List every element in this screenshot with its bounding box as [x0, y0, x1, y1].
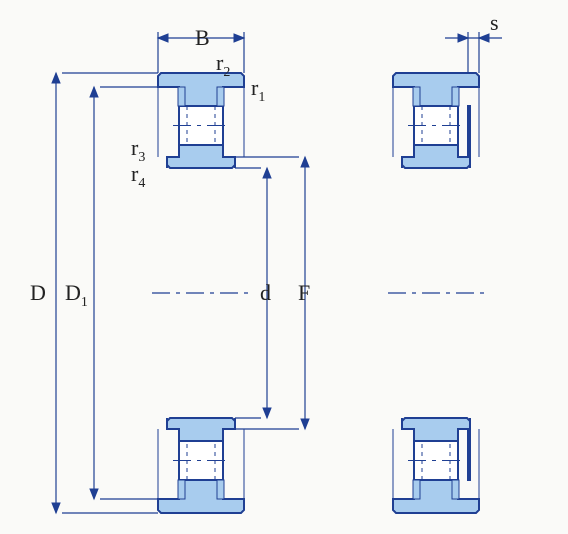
dim-label-s: s: [490, 10, 499, 35]
dim-label-D1: D1: [65, 280, 88, 310]
label-r1: r1: [251, 75, 265, 105]
dim-label-D1-sub: 1: [81, 295, 88, 310]
dim-label-D: D: [30, 280, 46, 305]
dim-label-B: B: [195, 25, 210, 50]
dim-label-F: F: [298, 280, 310, 305]
label-r4: r4: [131, 161, 145, 191]
dim-label-d: d: [260, 280, 271, 305]
